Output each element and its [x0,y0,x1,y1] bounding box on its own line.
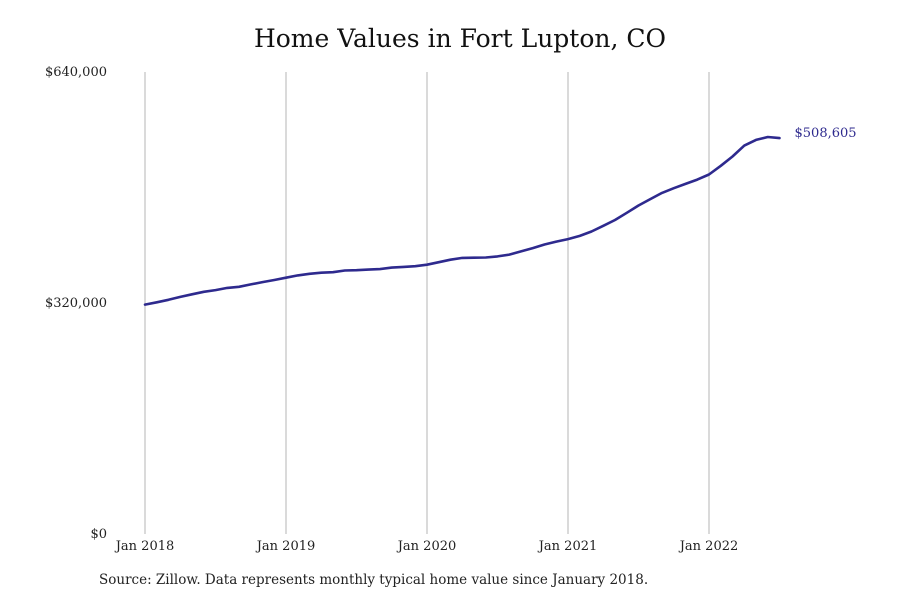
x-tick-label: Jan 2020 [396,539,457,554]
y-axis-ticks: $0 $320,000 $640,000 [45,65,107,542]
x-tick-label: Jan 2018 [114,539,175,554]
x-tick-label: Jan 2019 [255,539,316,554]
y-tick-label: $640,000 [45,65,107,80]
y-tick-label: $320,000 [45,296,107,311]
gridlines [144,72,710,534]
chart-title: Home Values in Fort Lupton, CO [253,24,667,53]
source-note: Source: Zillow. Data represents monthly … [99,572,649,588]
end-value-label: $508,605 [795,126,857,141]
y-tick-label: $0 [90,527,107,542]
series-line [143,135,781,306]
x-tick-label: Jan 2021 [537,539,598,554]
x-axis-ticks: Jan 2018 Jan 2019 Jan 2020 Jan 2021 Jan 2022 [114,539,739,554]
x-tick-label: Jan 2022 [678,539,739,554]
